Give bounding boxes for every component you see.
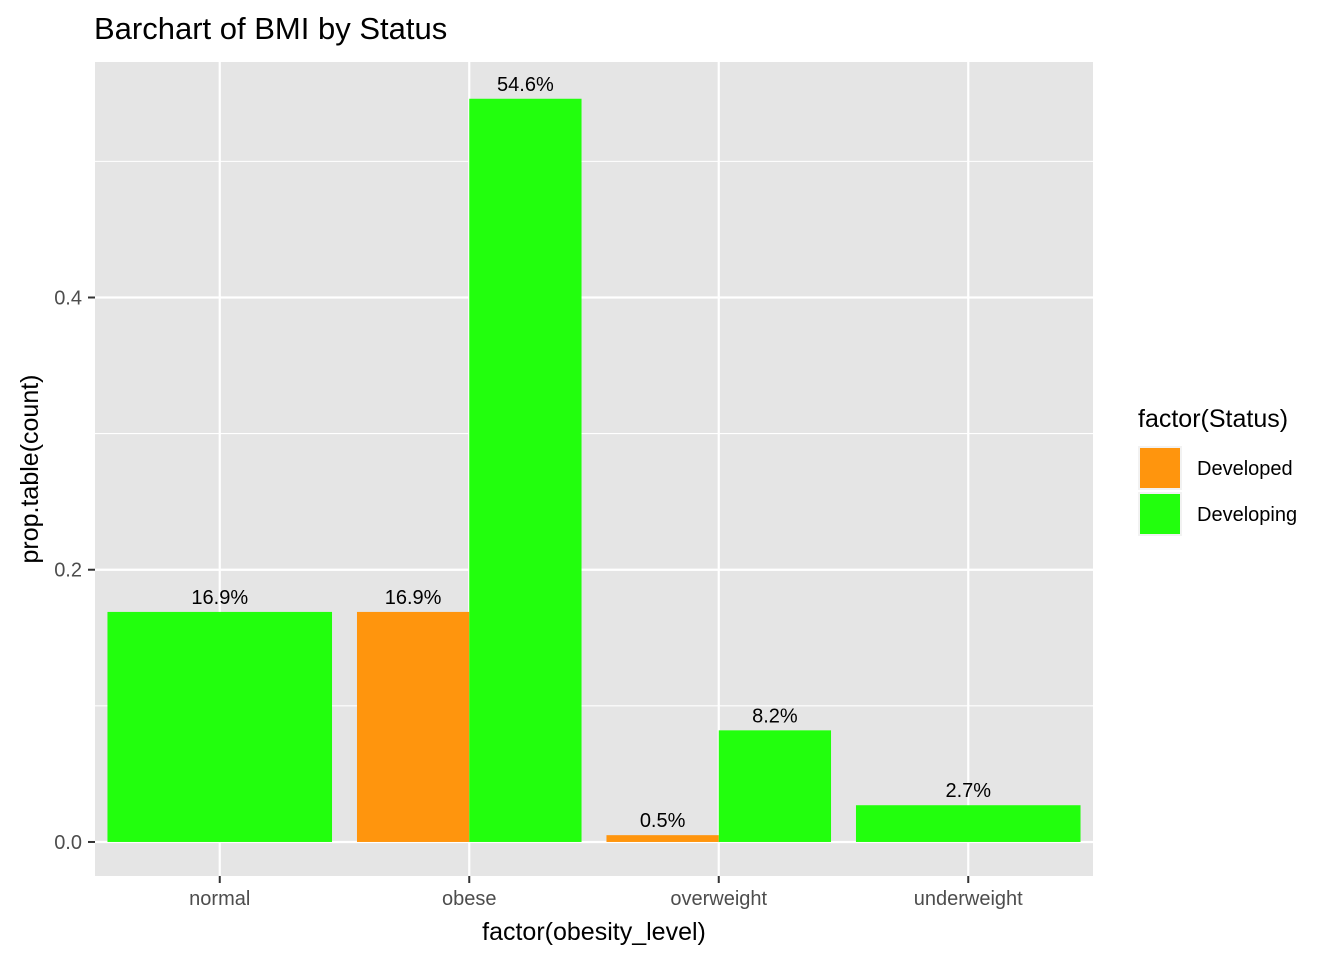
bar-label: 2.7% [945,780,991,802]
bars-group [107,98,1081,842]
bar-labels-group: 16.9% 16.9% 54.6% 0.5% 8.2% 2.7% [191,74,991,832]
bar-overweight-developed [606,835,719,842]
y-tick-label: 0.2 [54,560,82,582]
y-axis: 0.0 0.2 0.4 [54,287,95,854]
bar-label: 16.9% [191,587,248,609]
bar-label: 16.9% [385,587,442,609]
y-tick-label: 0.4 [54,287,82,309]
bar-obese-developing [469,98,582,842]
x-axis-title: factor(obesity_level) [482,918,706,946]
legend-entries: Developed Developing [1138,446,1297,536]
y-axis-title: prop.table(count) [16,374,44,563]
x-axis: normal obese overweight underweight [189,876,1023,910]
legend-swatch-developing [1140,494,1180,534]
bar-label: 0.5% [640,810,686,832]
y-tick-label: 0.0 [54,832,82,854]
x-tick-label: overweight [670,888,767,910]
bar-label: 8.2% [752,705,798,727]
x-tick-label: normal [189,888,250,910]
legend-label-developed: Developed [1197,458,1293,480]
legend-swatch-developed [1140,448,1180,488]
bar-underweight-developing [855,805,1081,842]
bar-normal-developing [107,611,333,842]
legend-label-developing: Developing [1197,504,1297,526]
legend: factor(Status) Developed Developing [1138,405,1297,536]
legend-title: factor(Status) [1138,405,1288,433]
chart-title: Barchart of BMI by Status [94,11,447,46]
x-tick-label: underweight [914,888,1023,910]
bar-overweight-developing [718,730,832,842]
bar-label: 54.6% [497,74,554,96]
x-tick-label: obese [442,888,497,910]
bar-obese-developed [356,611,470,842]
